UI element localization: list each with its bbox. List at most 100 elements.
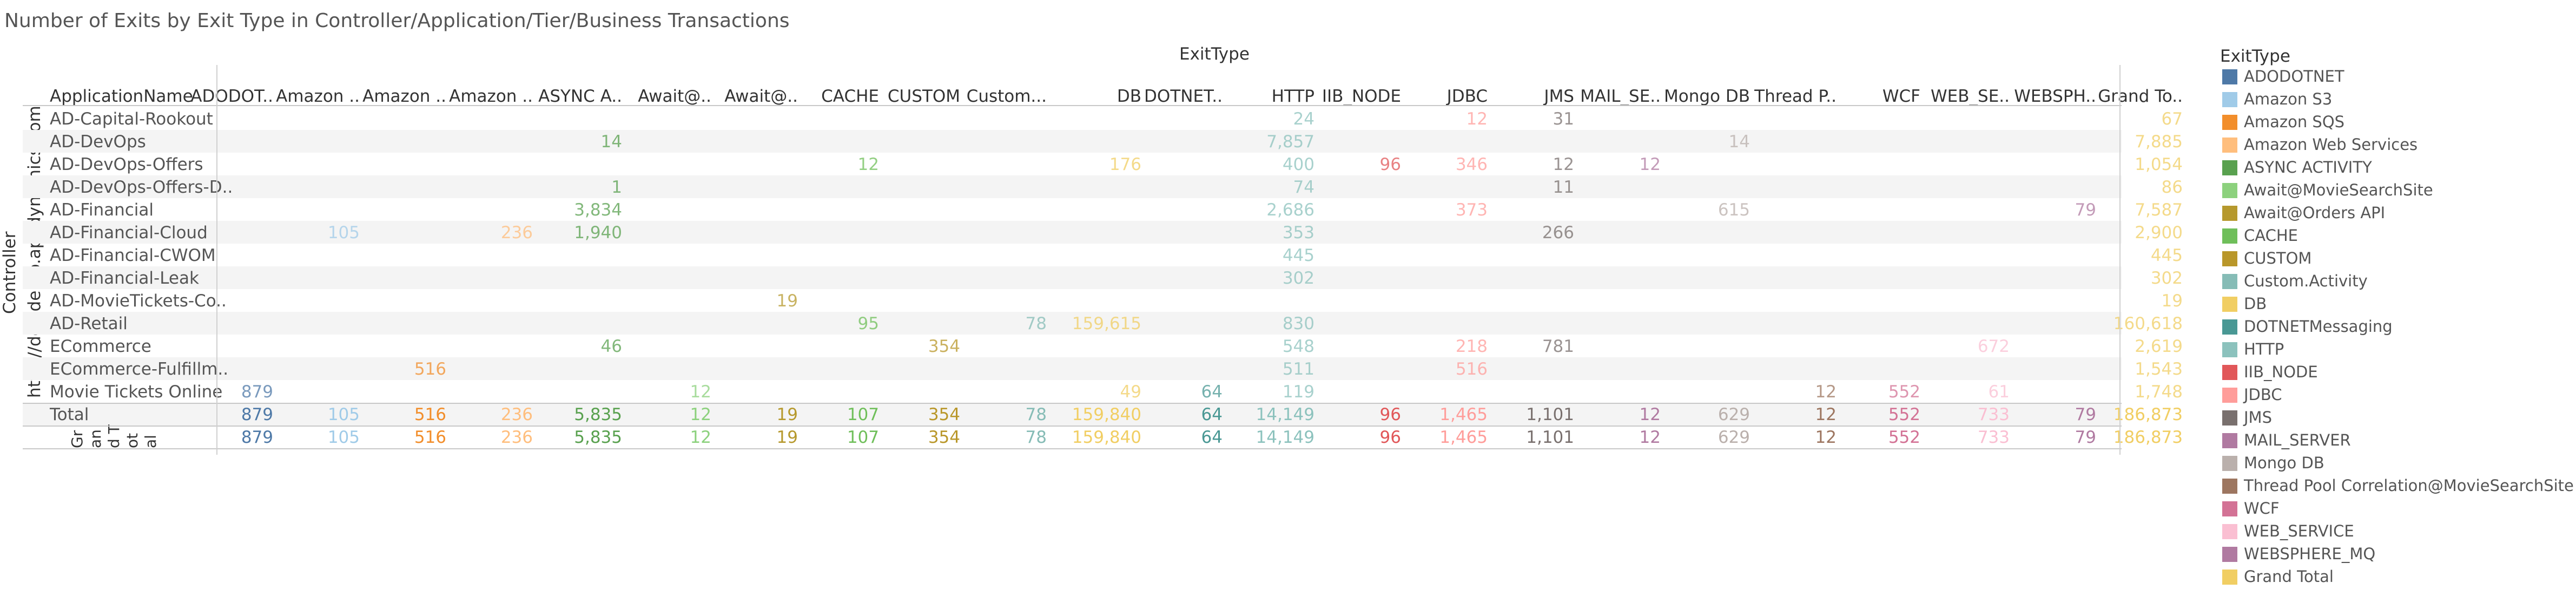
table-cell[interactable]: 105 [327, 223, 360, 243]
table-cell[interactable]: 19 [776, 405, 798, 424]
table-cell[interactable]: 2,619 [2135, 337, 2183, 356]
table-cell[interactable]: 7,857 [1266, 132, 1315, 152]
table-cell[interactable]: 218 [1455, 337, 1488, 356]
table-cell[interactable]: 302 [1282, 269, 1315, 288]
grand-total-cell[interactable]: 1,101 [1526, 428, 1574, 447]
table-cell[interactable]: 511 [1282, 359, 1315, 379]
table-cell[interactable]: 49 [1120, 382, 1141, 402]
table-cell[interactable]: 2,686 [1266, 200, 1315, 220]
table-cell[interactable]: 548 [1282, 337, 1315, 356]
column-header[interactable]: DOTNET.. [1144, 87, 1223, 106]
grand-total-cell[interactable]: 236 [500, 428, 533, 447]
table-cell[interactable]: 31 [1553, 109, 1574, 129]
table-row-label[interactable]: AD-DevOps-Offers-D.. [50, 178, 233, 197]
table-cell[interactable]: 19 [776, 291, 798, 311]
table-cell[interactable]: 1,543 [2135, 359, 2183, 379]
table-cell[interactable]: 78 [1025, 405, 1047, 424]
table-cell[interactable]: 176 [1109, 155, 1141, 174]
table-cell[interactable]: 552 [1888, 382, 1920, 402]
column-header[interactable]: Amazon .. [449, 87, 533, 106]
table-row-label[interactable]: ECommerce [50, 337, 151, 356]
grand-total-cell[interactable]: 64 [1201, 428, 1223, 447]
column-header[interactable]: Mongo DB [1664, 87, 1750, 106]
table-row-label[interactable]: ECommerce-Fulfillm.. [50, 359, 229, 379]
table-cell[interactable]: 64 [1201, 405, 1223, 424]
table-row-label[interactable]: Movie Tickets Online [50, 382, 223, 402]
column-header[interactable]: Custom... [966, 87, 1047, 106]
table-cell[interactable]: 353 [1282, 223, 1315, 243]
grand-total-cell[interactable]: 96 [1379, 428, 1401, 447]
table-cell[interactable]: 46 [600, 337, 622, 356]
table-cell[interactable]: 7,587 [2135, 200, 2183, 220]
table-row-label[interactable]: AD-Financial-Cloud [50, 223, 208, 243]
table-cell[interactable]: 67 [2161, 109, 2183, 129]
grand-total-cell[interactable]: 1,465 [1439, 428, 1488, 447]
column-header[interactable]: Amazon .. [362, 87, 446, 106]
table-cell[interactable]: 12 [857, 155, 879, 174]
column-header[interactable]: CACHE [821, 87, 879, 106]
grand-total-cell[interactable]: 105 [327, 428, 360, 447]
column-header[interactable]: WCF [1882, 87, 1920, 106]
table-cell[interactable]: 95 [857, 314, 879, 333]
table-cell[interactable]: 3,834 [574, 200, 622, 220]
table-cell[interactable]: 302 [2150, 269, 2183, 288]
application-name-header[interactable]: ApplicationName [50, 87, 193, 106]
table-cell[interactable]: 516 [414, 405, 446, 424]
column-header[interactable]: Grand To.. [2098, 87, 2183, 106]
table-cell[interactable]: 236 [500, 223, 533, 243]
table-cell[interactable]: 5,835 [574, 405, 622, 424]
column-header[interactable]: ASYNC A.. [538, 87, 622, 106]
table-cell[interactable]: 107 [847, 405, 879, 424]
table-cell[interactable]: 400 [1282, 155, 1315, 174]
table-row-label[interactable]: AD-Financial [50, 200, 154, 220]
table-cell[interactable]: 105 [327, 405, 360, 424]
table-cell[interactable]: 672 [1977, 337, 2010, 356]
grand-total-cell[interactable]: 14,149 [1256, 428, 1315, 447]
column-header[interactable]: ADODOT.. [190, 87, 273, 106]
grand-total-cell[interactable]: 79 [2075, 428, 2096, 447]
table-cell[interactable]: 12 [1815, 382, 1837, 402]
table-cell[interactable]: 445 [1282, 246, 1315, 265]
table-cell[interactable]: 346 [1455, 155, 1488, 174]
table-cell[interactable]: 12 [1815, 405, 1837, 424]
table-cell[interactable]: 159,615 [1072, 314, 1141, 333]
grand-total-cell[interactable]: 186,873 [2113, 428, 2183, 447]
column-header[interactable]: JMS [1544, 87, 1574, 106]
column-header[interactable]: Thread P.. [1754, 87, 1837, 106]
grand-total-cell[interactable]: 12 [1815, 428, 1837, 447]
grand-total-cell[interactable]: 629 [1718, 428, 1750, 447]
table-cell[interactable]: 11 [1553, 178, 1574, 197]
table-cell[interactable]: 14,149 [1256, 405, 1315, 424]
table-cell[interactable]: 86 [2161, 178, 2183, 197]
table-cell[interactable]: 879 [241, 405, 273, 424]
table-row-label[interactable]: AD-Capital-Rookout [50, 109, 213, 129]
table-cell[interactable]: 354 [928, 405, 960, 424]
table-cell[interactable]: 96 [1379, 155, 1401, 174]
grand-total-cell[interactable]: 159,840 [1072, 428, 1141, 447]
column-header[interactable]: Await@.. [724, 87, 798, 106]
table-cell[interactable]: 615 [1718, 200, 1750, 220]
table-cell[interactable]: 7,885 [2135, 132, 2183, 152]
table-cell[interactable]: 1,101 [1526, 405, 1574, 424]
column-header[interactable]: WEBSPH.. [2014, 87, 2096, 106]
column-header[interactable]: Amazon .. [276, 87, 360, 106]
table-cell[interactable]: 1 [611, 178, 622, 197]
table-cell[interactable]: 24 [1293, 109, 1315, 129]
table-cell[interactable]: 12 [1553, 155, 1574, 174]
grand-total-cell[interactable]: 5,835 [574, 428, 622, 447]
grand-total-cell[interactable]: 879 [241, 428, 273, 447]
grand-total-cell[interactable]: 516 [414, 428, 446, 447]
table-cell[interactable]: 552 [1888, 405, 1920, 424]
table-cell[interactable]: 12 [1639, 155, 1661, 174]
table-cell[interactable]: 1,940 [574, 223, 622, 243]
table-cell[interactable]: 96 [1379, 405, 1401, 424]
table-cell[interactable]: 1,054 [2135, 155, 2183, 174]
column-header[interactable]: HTTP [1271, 87, 1315, 106]
table-cell[interactable]: 354 [928, 337, 960, 356]
table-row-label[interactable]: AD-Retail [50, 314, 128, 333]
table-row-label[interactable]: AD-DevOps [50, 132, 146, 152]
table-cell[interactable]: 445 [2150, 246, 2183, 265]
table-row-label[interactable]: AD-MovieTickets-Co.. [50, 291, 227, 311]
table-cell[interactable]: 61 [1988, 382, 2010, 402]
table-cell[interactable]: 516 [414, 359, 446, 379]
